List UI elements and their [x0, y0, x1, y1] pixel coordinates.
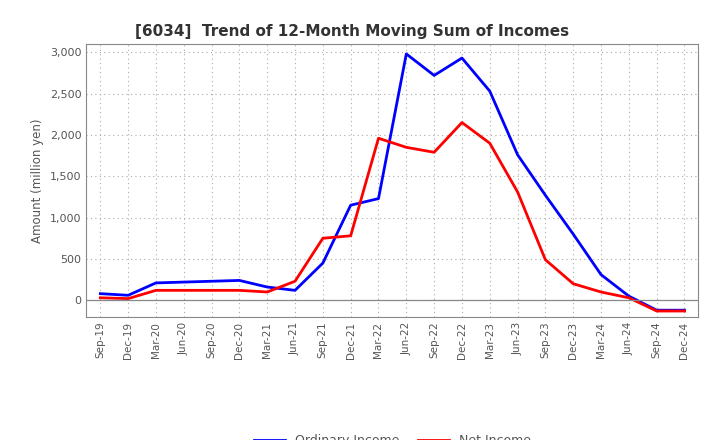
Ordinary Income — [318, 260, 327, 266]
Ordinary Income — [96, 291, 104, 296]
Ordinary Income — [597, 272, 606, 277]
Net Income — [152, 288, 161, 293]
Net Income — [124, 296, 132, 301]
Y-axis label: Amount (million yen): Amount (million yen) — [32, 118, 45, 242]
Net Income — [652, 308, 661, 314]
Net Income — [541, 257, 550, 262]
Ordinary Income — [179, 279, 188, 285]
Ordinary Income — [235, 278, 243, 283]
Ordinary Income — [207, 279, 216, 284]
Net Income — [430, 150, 438, 155]
Ordinary Income — [263, 284, 271, 290]
Ordinary Income — [402, 51, 410, 57]
Legend: Ordinary Income, Net Income: Ordinary Income, Net Income — [248, 429, 536, 440]
Net Income — [318, 236, 327, 241]
Net Income — [569, 281, 577, 286]
Net Income — [207, 288, 216, 293]
Ordinary Income — [569, 231, 577, 237]
Ordinary Income — [680, 308, 689, 313]
Net Income — [346, 233, 355, 238]
Net Income — [235, 288, 243, 293]
Net Income — [680, 308, 689, 314]
Ordinary Income — [346, 202, 355, 208]
Ordinary Income — [291, 288, 300, 293]
Net Income — [263, 290, 271, 295]
Net Income — [96, 295, 104, 301]
Net Income — [513, 189, 522, 194]
Ordinary Income — [152, 280, 161, 286]
Net Income — [402, 145, 410, 150]
Net Income — [374, 136, 383, 141]
Ordinary Income — [513, 152, 522, 158]
Text: [6034]  Trend of 12-Month Moving Sum of Incomes: [6034] Trend of 12-Month Moving Sum of I… — [135, 24, 570, 39]
Ordinary Income — [430, 73, 438, 78]
Net Income — [291, 279, 300, 284]
Ordinary Income — [374, 196, 383, 201]
Ordinary Income — [652, 308, 661, 313]
Ordinary Income — [541, 193, 550, 198]
Net Income — [624, 295, 633, 301]
Ordinary Income — [485, 88, 494, 94]
Ordinary Income — [124, 293, 132, 298]
Net Income — [485, 140, 494, 146]
Ordinary Income — [624, 293, 633, 299]
Net Income — [179, 288, 188, 293]
Ordinary Income — [458, 55, 467, 61]
Line: Ordinary Income: Ordinary Income — [100, 54, 685, 310]
Net Income — [458, 120, 467, 125]
Line: Net Income: Net Income — [100, 122, 685, 311]
Net Income — [597, 290, 606, 295]
